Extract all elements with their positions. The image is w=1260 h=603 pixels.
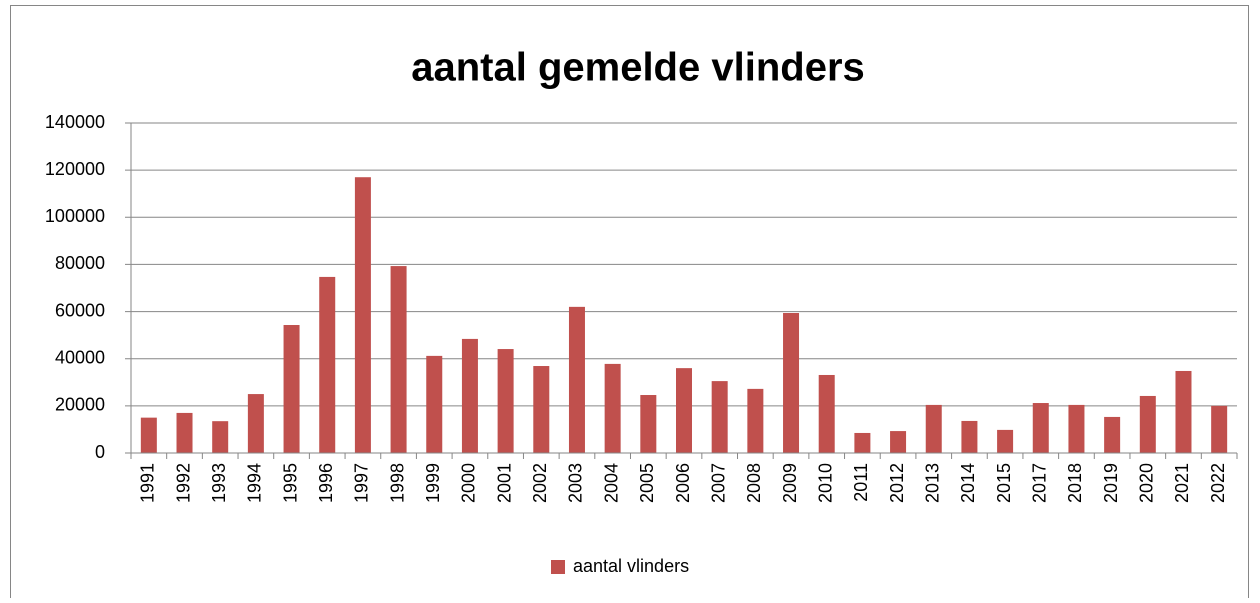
bar [354, 177, 371, 453]
x-tick-label: 2000 [459, 463, 479, 503]
x-tick-label: 2010 [815, 463, 835, 503]
x-tick-label: 2015 [994, 463, 1014, 503]
y-tick-label: 140000 [45, 112, 105, 132]
bar [497, 349, 514, 453]
x-tick-label: 2018 [1065, 463, 1085, 503]
y-tick-label: 60000 [55, 300, 105, 320]
x-tick-label: 1991 [138, 463, 158, 503]
bar [783, 312, 800, 453]
x-tick-label: 2004 [601, 463, 621, 503]
x-tick-label: 2005 [637, 463, 657, 503]
bar [1104, 416, 1121, 453]
x-tick-label: 1998 [387, 463, 407, 503]
x-tick-label: 2007 [708, 463, 728, 503]
bar [461, 338, 478, 453]
bar [390, 266, 407, 453]
x-tick-label: 2022 [1208, 463, 1228, 503]
chart-title: aantal gemelde vlinders [411, 46, 865, 90]
y-tick-label: 120000 [45, 159, 105, 179]
y-tick-label: 80000 [55, 253, 105, 273]
bar [604, 363, 621, 453]
x-tick-label: 1993 [209, 463, 229, 503]
x-tick-label: 1996 [316, 463, 336, 503]
y-tick-label: 100000 [45, 206, 105, 226]
x-tick-label: 1999 [423, 463, 443, 503]
bar [676, 368, 692, 453]
x-tick-label: 2001 [494, 463, 514, 503]
x-tick-label: 2017 [1030, 463, 1050, 503]
x-tick-label: 1997 [352, 463, 372, 503]
bar [711, 381, 728, 453]
x-tick-label: 2019 [1101, 463, 1121, 503]
bar [533, 366, 550, 453]
x-tick-label: 2020 [1137, 463, 1157, 503]
legend-swatch [551, 560, 565, 574]
bar [818, 374, 835, 453]
x-tick-label: 2011 [851, 463, 871, 502]
bar [961, 420, 978, 453]
chart-frame [10, 5, 1249, 603]
bar [747, 388, 764, 453]
x-tick-label: 2006 [673, 463, 693, 503]
bar [1211, 405, 1228, 453]
bar [1175, 370, 1192, 453]
bar [176, 412, 193, 453]
x-tick-label: 2003 [566, 463, 586, 503]
bar [640, 395, 657, 453]
bar [1139, 395, 1156, 453]
bar [247, 394, 264, 453]
x-tick-label: 2013 [922, 463, 942, 503]
x-tick-label: 1994 [245, 463, 265, 503]
x-tick-label: 2021 [1172, 463, 1192, 503]
x-tick-label: 2002 [530, 463, 550, 503]
x-tick-label: 2012 [887, 463, 907, 503]
bar [854, 432, 871, 453]
bar [426, 355, 443, 453]
bar [568, 306, 585, 453]
y-tick-label: 0 [95, 442, 105, 462]
bar [140, 417, 157, 453]
bar [1032, 403, 1049, 453]
x-tick-label: 2014 [958, 463, 978, 503]
bar [925, 404, 942, 453]
bar [319, 276, 336, 453]
y-tick-label: 20000 [55, 395, 105, 415]
x-tick-label: 2009 [780, 463, 800, 503]
bar [997, 429, 1014, 453]
x-tick-label: 2008 [744, 463, 764, 503]
x-tick-label: 1995 [280, 463, 300, 503]
y-tick-label: 40000 [55, 347, 105, 367]
bar [890, 431, 907, 453]
bar [1068, 404, 1085, 453]
legend-label: aantal vlinders [573, 556, 689, 576]
bar [283, 325, 300, 453]
bar [212, 421, 229, 453]
x-tick-label: 1992 [173, 463, 193, 503]
